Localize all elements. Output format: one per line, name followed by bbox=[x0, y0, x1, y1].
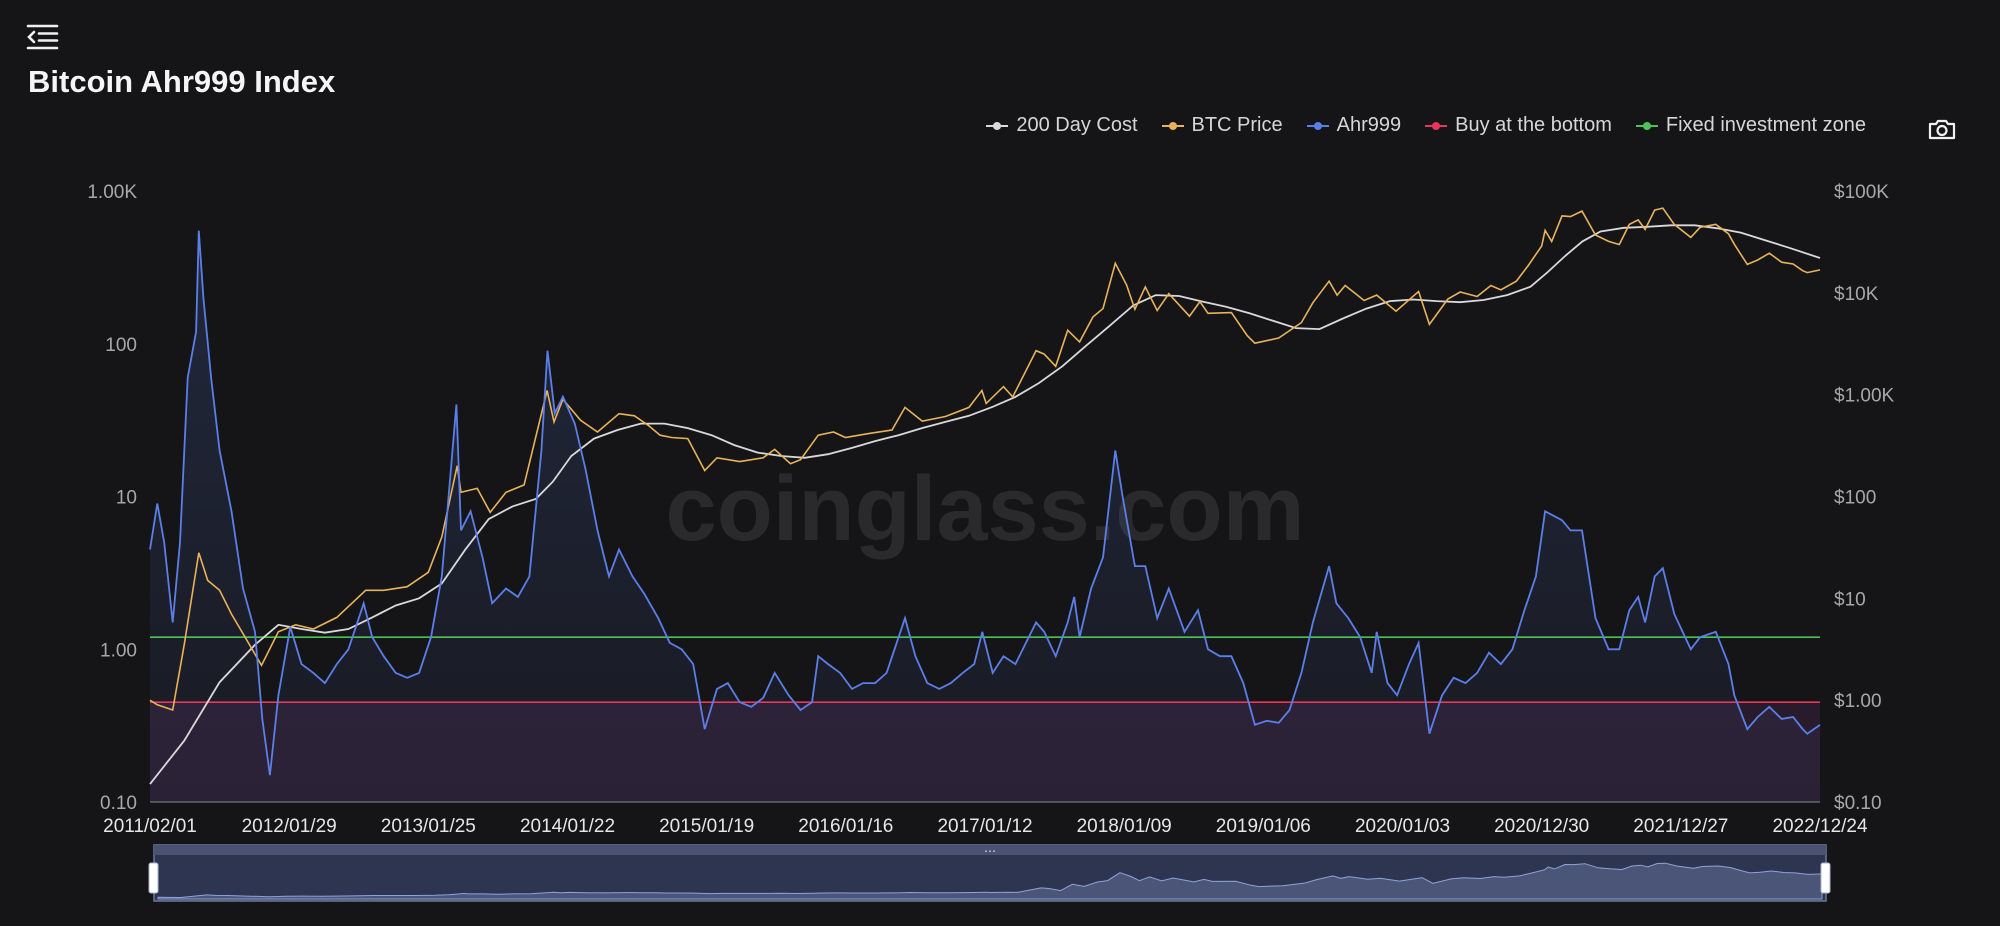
left-axis-tick: 1.00K bbox=[87, 182, 137, 203]
right-axis-tick: $10 bbox=[1834, 589, 1866, 610]
camera-icon[interactable] bbox=[1928, 117, 1956, 141]
legend-label: Buy at the bottom bbox=[1455, 114, 1612, 136]
navigator-drag-bar[interactable] bbox=[154, 845, 1826, 855]
legend-item-fixed-investment-zone[interactable]: Fixed investment zone bbox=[1635, 114, 1866, 137]
legend-label: Fixed investment zone bbox=[1665, 114, 1866, 136]
page-title: Bitcoin Ahr999 Index bbox=[28, 64, 336, 99]
legend-item-buy-at-the-bottom[interactable]: Buy at the bottom bbox=[1425, 114, 1612, 137]
right-axis-tick: $100 bbox=[1834, 488, 1876, 509]
x-axis-tick: 2017/01/12 bbox=[937, 816, 1032, 837]
x-axis-tick: 2016/01/16 bbox=[798, 816, 893, 837]
navigator-handle-right[interactable] bbox=[1820, 862, 1831, 894]
right-axis-tick: $1.00K bbox=[1834, 386, 1895, 407]
legend-label: Ahr999 bbox=[1336, 114, 1402, 136]
x-axis-tick: 2015/01/19 bbox=[659, 816, 754, 837]
x-axis-tick: 2012/01/29 bbox=[242, 816, 337, 837]
right-axis-tick: $1.00 bbox=[1834, 691, 1882, 712]
range-navigator[interactable]: ⋯ bbox=[148, 844, 1831, 902]
legend-label: 200 Day Cost bbox=[1016, 114, 1138, 136]
x-axis-tick: 2013/01/25 bbox=[381, 816, 476, 837]
x-axis-tick: 2020/01/03 bbox=[1355, 816, 1450, 837]
svg-text:⋯: ⋯ bbox=[984, 844, 996, 858]
left-axis-tick: 1.00 bbox=[100, 640, 137, 661]
series-ahr999 bbox=[149, 230, 1821, 776]
x-axis-tick: 2022/12/24 bbox=[1772, 816, 1868, 837]
legend-swatch bbox=[986, 121, 1009, 131]
menu-collapse-icon[interactable] bbox=[26, 22, 60, 52]
series-btc-price bbox=[149, 207, 1821, 712]
right-axis-tick: $10K bbox=[1834, 284, 1879, 305]
navigator-series bbox=[157, 862, 1823, 900]
chart-legend: 200 Day Cost BTC Price Ahr999 Buy at the bo… bbox=[986, 114, 1866, 137]
right-axis-tick: $0.10 bbox=[1834, 793, 1882, 814]
right-axis-tick: $100K bbox=[1834, 182, 1889, 203]
legend-swatch bbox=[1635, 121, 1658, 131]
legend-swatch bbox=[1161, 121, 1184, 131]
series-200-day-cost bbox=[149, 224, 1821, 785]
legend-swatch bbox=[1425, 121, 1448, 131]
navigator-handle-left[interactable] bbox=[148, 862, 159, 894]
legend-label: BTC Price bbox=[1191, 114, 1283, 136]
x-axis-tick: 2020/12/30 bbox=[1494, 816, 1589, 837]
left-axis-tick: 10 bbox=[116, 488, 137, 509]
left-axis-tick: 0.10 bbox=[100, 793, 137, 814]
legend-item-btc-price[interactable]: BTC Price bbox=[1161, 114, 1283, 137]
x-axis-tick: 2014/01/22 bbox=[520, 816, 615, 837]
legend-item-200-day-cost[interactable]: 200 Day Cost bbox=[986, 114, 1138, 137]
x-axis-tick: 2018/01/09 bbox=[1077, 816, 1172, 837]
x-axis-tick: 2021/12/27 bbox=[1633, 816, 1728, 837]
watermark: coinglass.com bbox=[665, 458, 1304, 560]
legend-item-ahr999[interactable]: Ahr999 bbox=[1306, 114, 1402, 137]
legend-swatch bbox=[1306, 121, 1329, 131]
x-axis-tick: 2011/02/01 bbox=[103, 816, 197, 837]
ahr999-area bbox=[150, 230, 1820, 802]
x-axis-tick: 2019/01/06 bbox=[1216, 816, 1311, 837]
left-axis-tick: 100 bbox=[105, 335, 137, 356]
